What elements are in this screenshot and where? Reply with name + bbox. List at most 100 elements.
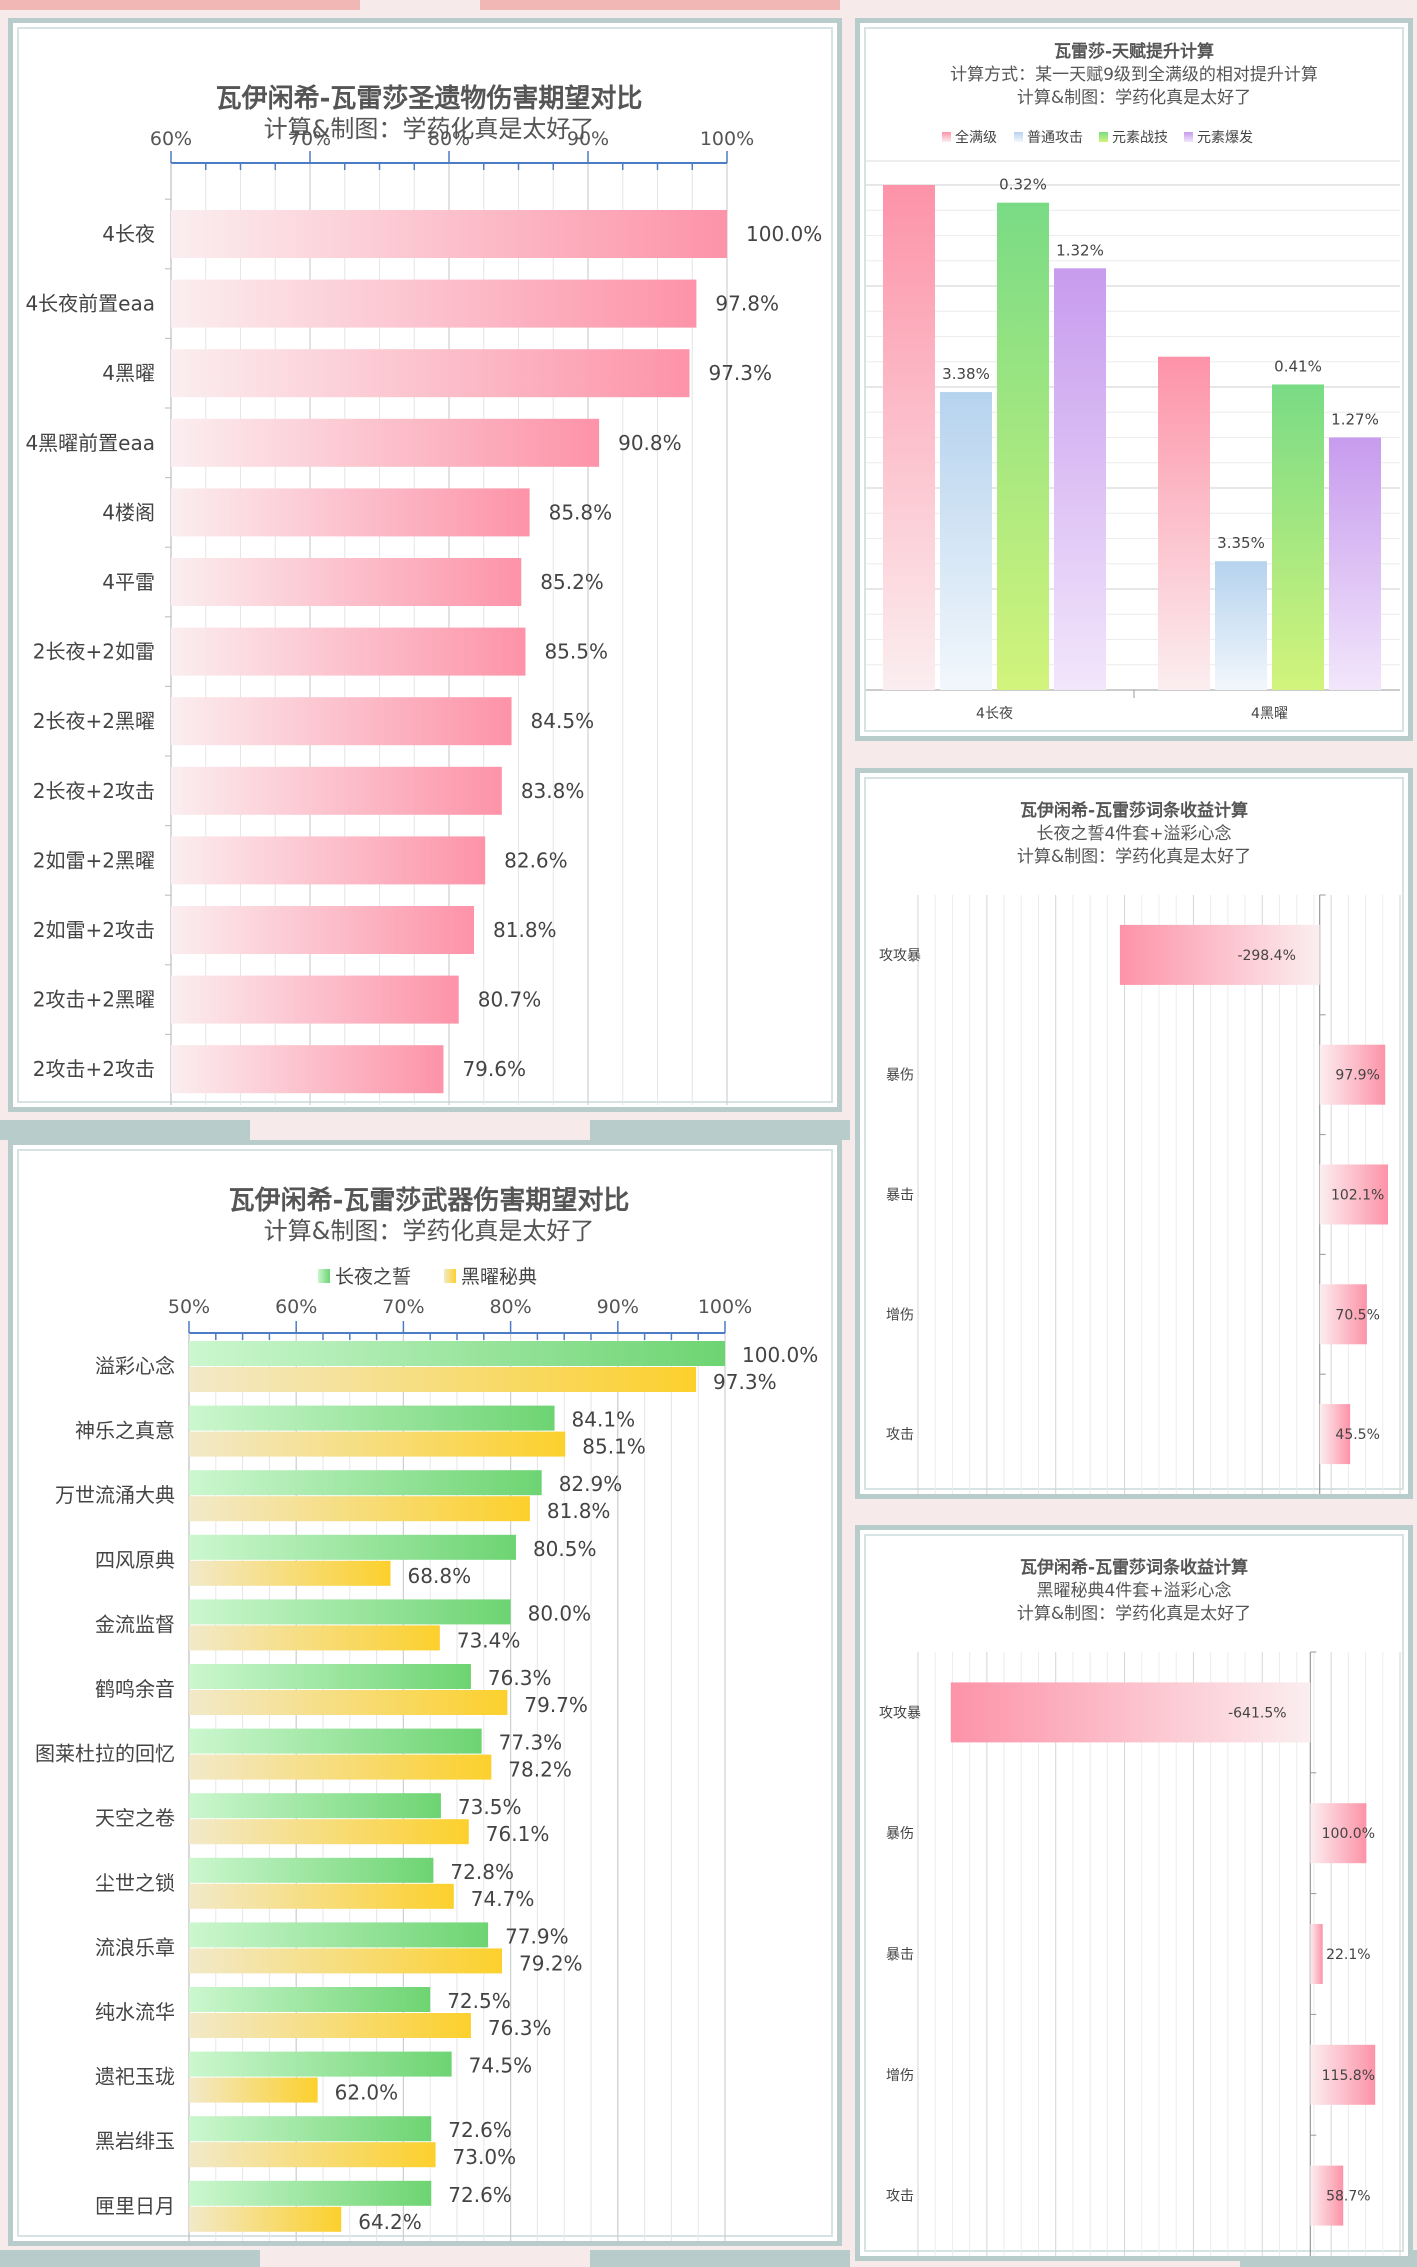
value-label: 81.8% <box>493 918 557 942</box>
category-label: 2攻击+2黑曜 <box>33 988 155 1012</box>
category-label: 2长夜+2黑曜 <box>33 709 155 733</box>
chart-title: 瓦雷莎-天赋提升计算 <box>1054 41 1214 62</box>
bar-series-2 <box>189 1948 503 1974</box>
value-label: 84.5% <box>531 709 595 733</box>
bar <box>883 185 935 690</box>
legend-swatch <box>1184 132 1193 142</box>
substat-long-panel: 瓦伊闲希-瓦雷莎词条收益计算 长夜之誓4件套+溢彩心念 计算&制图：学药化真是太好了… <box>855 768 1413 1499</box>
talent-chart-frame <box>864 27 1404 732</box>
value-label: 73.4% <box>457 1628 521 1652</box>
bar-series-2 <box>189 1819 469 1845</box>
chart-subtitle-2: 计算&制图：学药化真是太好了 <box>1017 1604 1251 1624</box>
category-label: 暴击 <box>886 1188 914 1204</box>
bar-series-2 <box>189 1883 454 1909</box>
legend-swatch <box>942 132 951 142</box>
value-label: 100.0% <box>746 222 822 246</box>
bar-series-1 <box>189 1405 555 1431</box>
bar-series-2 <box>189 2077 318 2103</box>
bar <box>171 906 475 954</box>
bar-series-2 <box>189 1367 697 1392</box>
category-label: 4黑曜 <box>1251 706 1288 722</box>
category-label: 暴击 <box>886 1947 914 1963</box>
value-label: 85.1% <box>582 1435 646 1459</box>
chart-title: 瓦伊闲希-瓦雷莎词条收益计算 <box>1020 1557 1248 1578</box>
x-tick-label: 60% <box>275 1296 317 1318</box>
bar <box>171 975 459 1024</box>
bar <box>171 210 727 258</box>
value-label: 72.5% <box>447 1989 511 2013</box>
bar-series-2 <box>189 1754 492 1780</box>
category-label: 溢彩心念 <box>95 1354 175 1378</box>
bar-series-1 <box>189 1793 441 1819</box>
bar <box>171 836 486 885</box>
legend-label: 全满级 <box>955 129 997 146</box>
bar <box>171 349 690 398</box>
value-label: 79.7% <box>524 1693 588 1717</box>
legend-label: 普通攻击 <box>1027 130 1083 146</box>
category-label: 暴伤 <box>886 1826 914 1842</box>
decor-strip-bottom <box>0 2250 260 2267</box>
bar-series-1 <box>189 1664 471 1689</box>
category-label: 尘世之锁 <box>95 1871 175 1895</box>
category-label: 2长夜+2如雷 <box>33 640 155 664</box>
value-label: 79.6% <box>462 1057 526 1081</box>
value-label: 64.2% <box>358 2210 422 2234</box>
chart-subtitle: 黑曜秘典4件套+溢彩心念 <box>1036 1580 1231 1601</box>
value-label: 3.35% <box>1217 534 1265 552</box>
chart-subtitle-2: 计算&制图：学药化真是太好了 <box>1017 847 1251 867</box>
bar-series-1 <box>189 2180 432 2206</box>
category-label: 4黑曜 <box>102 361 155 385</box>
value-label: 73.5% <box>458 1795 522 1819</box>
legend-label: 长夜之誓 <box>335 1266 411 1288</box>
chart-subtitle: 计算方式：某一天赋9级到全满级的相对提升计算 <box>950 65 1318 85</box>
legend-label: 元素战技 <box>1112 130 1168 146</box>
x-tick-label: 90% <box>597 1296 639 1318</box>
chart-subtitle-2: 计算&制图：学药化真是太好了 <box>1017 88 1251 108</box>
value-label: -298.4% <box>1237 948 1295 964</box>
bar <box>171 488 530 537</box>
bar <box>1158 356 1210 690</box>
category-label: 4平雷 <box>102 570 155 594</box>
x-tick-label: 100% <box>698 1296 752 1318</box>
category-label: 金流监督 <box>95 1612 175 1636</box>
value-label: 97.9% <box>1335 1068 1379 1084</box>
value-label: 72.6% <box>448 2118 512 2142</box>
value-label: 0.32% <box>999 176 1047 194</box>
bar <box>171 418 600 467</box>
bar <box>1310 1924 1323 1984</box>
value-label: 58.7% <box>1326 2189 1370 2205</box>
chart-subtitle: 计算&制图：学药化真是太好了 <box>264 115 595 143</box>
chart-title: 瓦伊闲希-瓦雷莎词条收益计算 <box>1020 800 1248 821</box>
artifact-chart-panel: 瓦伊闲希-瓦雷莎圣遗物伤害期望对比 计算&制图：学药化真是太好了 60% 70% 80%… <box>8 18 842 1112</box>
bar <box>1329 437 1381 690</box>
x-tick-label: 80% <box>428 128 470 150</box>
substat-long-frame <box>864 777 1404 1490</box>
value-label: 3.38% <box>942 365 990 383</box>
category-label: 匣里日月 <box>95 2194 175 2218</box>
bar <box>1119 924 1320 985</box>
legend-label: 元素爆发 <box>1197 130 1253 146</box>
value-label: 83.8% <box>521 779 585 803</box>
category-label: 流浪乐章 <box>95 1935 175 1959</box>
value-label: 78.2% <box>508 1758 572 1782</box>
bar-series-1 <box>189 1987 431 2012</box>
category-label: 4黑曜前置eaa <box>25 431 155 455</box>
value-label: 72.8% <box>450 1860 514 1884</box>
substat-obsidian-panel: 瓦伊闲希-瓦雷莎词条收益计算 黑曜秘典4件套+溢彩心念 计算&制图：学药化真是太好了… <box>855 1525 1413 2261</box>
decor-strip-top-mid <box>480 0 840 10</box>
bar <box>1310 2044 1376 2105</box>
bar <box>1319 1404 1351 1465</box>
bar-series-2 <box>189 1690 508 1715</box>
value-label: 82.9% <box>559 1472 623 1496</box>
talent-chart: 瓦雷莎-天赋提升计算计算方式：某一天赋9级到全满级的相对提升计算计算&制图：学药… <box>866 41 1400 722</box>
bar <box>940 392 992 690</box>
value-label: 84.1% <box>572 1408 636 1432</box>
substat-obsidian-chart: 瓦伊闲希-瓦雷莎词条收益计算黑曜秘典4件套+溢彩心念计算&制图：学药化真是太好了… <box>879 1557 1401 2256</box>
value-label: 73.0% <box>453 2145 517 2169</box>
value-label: 77.9% <box>505 1924 569 1948</box>
category-label: 4长夜 <box>976 706 1013 722</box>
value-label: 100.0% <box>742 1343 818 1367</box>
bar-series-2 <box>189 1431 566 1457</box>
category-label: 4长夜前置eaa <box>25 292 155 316</box>
